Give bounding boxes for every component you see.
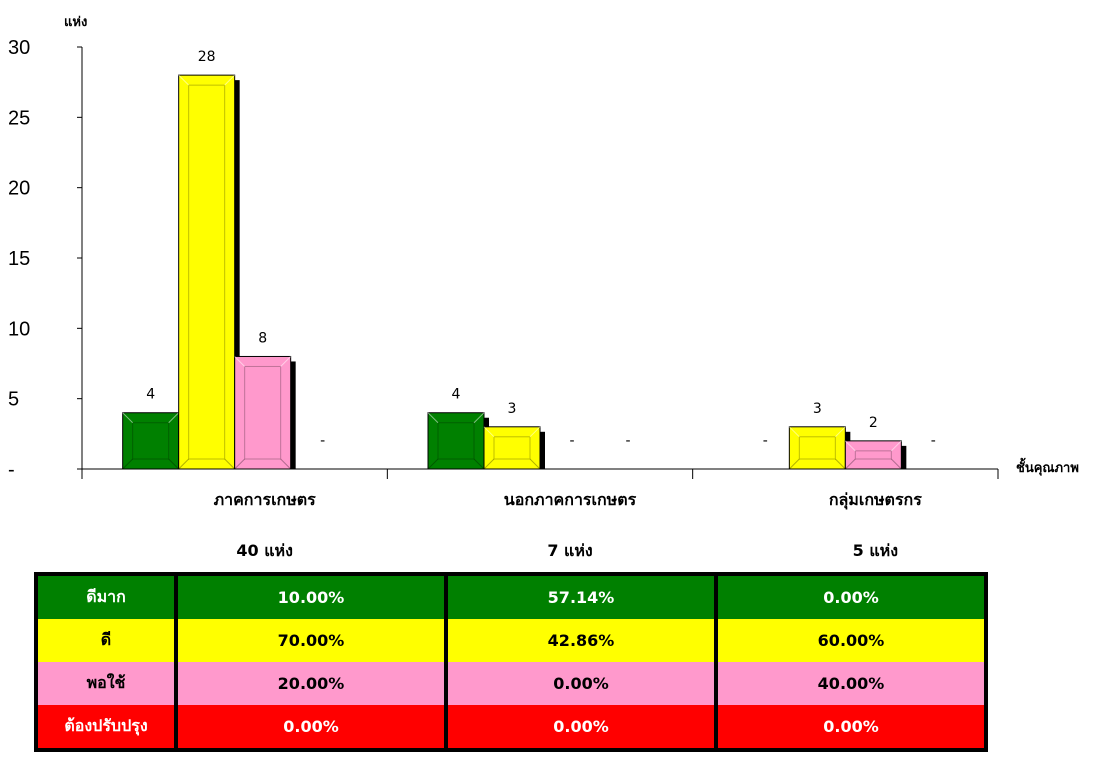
bar-bevel-edge — [788, 458, 800, 470]
summary-row: ดี 70.00% 42.86% 60.00% — [36, 619, 986, 662]
bar-bevel-edge — [280, 356, 292, 367]
bar — [178, 74, 236, 470]
bar-bevel — [188, 84, 226, 460]
summary-cell: 0.00% — [823, 588, 879, 607]
summary-cell: 10.00% — [176, 574, 448, 619]
summary-cell: 42.86% — [446, 619, 718, 662]
category-total-label: 5 แห่ง — [853, 541, 898, 560]
y-axis-label: แห่ง — [64, 15, 87, 30]
summary-cell: 40.00% — [817, 674, 885, 693]
bar-bevel-edge — [427, 412, 439, 424]
bar-bevel — [244, 365, 282, 460]
bar-bevel-edge — [890, 440, 902, 452]
bar — [234, 355, 292, 470]
bar-bevel-edge — [473, 412, 485, 424]
bar-bevel — [132, 422, 170, 460]
category-total-label: 7 แห่ง — [547, 541, 592, 560]
data-label: - — [625, 433, 630, 449]
data-label: - — [569, 433, 574, 449]
bar-bevel-edge — [168, 458, 180, 470]
bar-bevel-edge — [122, 412, 134, 424]
data-label: 8 — [258, 330, 267, 346]
data-label: 4 — [452, 387, 461, 403]
summary-cell: 0.00% — [446, 662, 718, 705]
data-label: 3 — [813, 401, 822, 417]
x-category-label: นอกภาคการเกษตร — [504, 490, 637, 509]
bar-bevel-edge — [844, 440, 856, 452]
bar-bevel-edge — [529, 426, 541, 438]
summary-table-body: ดีมาก 10.00% 57.14% 0.00% ดี 70.00% 42.86% 60.0… — [36, 574, 986, 750]
summary-cell: 57.14% — [446, 574, 718, 619]
bar-bevel-edge — [234, 356, 246, 367]
bar-chart: - 5 10 15 20 25 30 4 28 8 - ภาคการเกษตร 40 แห่ง 4 3 - -… — [8, 15, 1079, 560]
summary-cell: 0.00% — [446, 705, 718, 750]
bar-bevel-edge — [834, 426, 846, 438]
data-label: - — [931, 433, 936, 449]
summary-cell: 0.00% — [176, 705, 448, 750]
summary-cell: 0.00% — [823, 717, 879, 736]
bar-bevel-edge — [483, 458, 495, 470]
bar — [844, 440, 902, 470]
bar-bevel-edge — [178, 458, 190, 470]
summary-row: ต้องปรับปรุง 0.00% 0.00% 0.00% — [36, 705, 986, 750]
summary-table: ดีมาก 10.00% 57.14% 0.00% ดี 70.00% 42.86% 60.0… — [34, 572, 988, 752]
data-label: 2 — [869, 415, 878, 431]
y-tick-label: 25 — [8, 107, 30, 129]
summary-row: พอใช้ 20.00% 0.00% 40.00% — [36, 662, 986, 705]
bar-bevel-edge — [890, 458, 902, 470]
bar-bevel-edge — [473, 458, 485, 470]
y-tick-label: - — [8, 459, 15, 481]
y-tick-label: 5 — [8, 389, 19, 411]
x-category-label: ภาคการเกษตร — [214, 490, 317, 509]
summary-row-label: ดี — [36, 619, 178, 662]
bar-bevel-edge — [788, 426, 800, 438]
data-label: - — [320, 433, 325, 449]
y-tick-label: 10 — [8, 318, 30, 340]
bar-bevel — [437, 422, 475, 460]
summary-row-label: ต้องปรับปรุง — [36, 705, 178, 750]
data-label: - — [763, 433, 768, 449]
summary-cell: 70.00% — [176, 619, 448, 662]
bar-bevel-edge — [234, 458, 246, 470]
bar-bevel — [798, 436, 836, 460]
bar-bevel-edge — [834, 458, 846, 470]
summary-cell: 60.00% — [817, 631, 885, 650]
y-tick-label: 30 — [8, 37, 30, 59]
summary-row: ดีมาก 10.00% 57.14% 0.00% — [36, 574, 986, 619]
bar-bevel-edge — [844, 458, 856, 470]
bar-bevel-edge — [427, 458, 439, 470]
bar-bevel — [493, 436, 531, 460]
chart-bars — [122, 74, 907, 470]
x-category-label: กลุ่มเกษตรกร — [829, 490, 922, 510]
data-label: 28 — [198, 49, 216, 65]
data-label: 4 — [146, 387, 155, 403]
bar-bevel-edge — [224, 458, 236, 470]
summary-row-label: ดีมาก — [36, 574, 178, 619]
bar-bevel-edge — [529, 458, 541, 470]
bar-bevel — [854, 450, 892, 460]
data-label: 3 — [508, 401, 517, 417]
bar — [483, 426, 541, 470]
bar — [788, 426, 846, 470]
bar-bevel-edge — [168, 412, 180, 424]
y-tick-label: 15 — [8, 248, 30, 270]
bar-bevel-edge — [178, 74, 190, 86]
category-total-label: 40 แห่ง — [236, 541, 293, 560]
y-tick-label: 20 — [8, 178, 30, 200]
x-axis-label: ชั้นคุณภาพ — [1016, 457, 1079, 476]
bar-bevel-edge — [280, 458, 292, 470]
bar-bevel-edge — [224, 74, 236, 86]
chart-labels: 4 28 8 - ภาคการเกษตร 40 แห่ง 4 3 - - นอกภาคการเกษต… — [146, 49, 936, 560]
bar-bevel-edge — [122, 458, 134, 470]
summary-cell: 20.00% — [176, 662, 448, 705]
summary-row-label: พอใช้ — [36, 662, 178, 705]
bar-bevel-edge — [483, 426, 495, 438]
